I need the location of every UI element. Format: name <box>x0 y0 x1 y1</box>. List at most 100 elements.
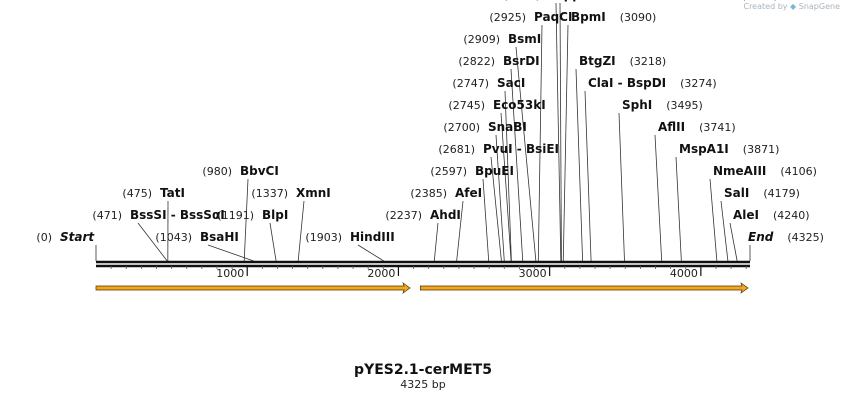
site-labels: (0) Start (1043) BsaHI (1903) HindIII (471) Bss… <box>36 0 824 244</box>
site-position: (3274) <box>680 77 717 90</box>
site-end[interactable]: End (4325) <box>748 230 824 244</box>
site-paqci[interactable]: (2925) PaqCI <box>489 10 572 24</box>
site-position: (2909) <box>463 33 500 46</box>
site-bbvci[interactable]: (980) BbvCI <box>202 164 278 178</box>
site-bsrdi[interactable]: (2822) BsrDI <box>458 54 539 68</box>
site-name: BlpI <box>262 208 288 222</box>
site-name: AfeI <box>455 186 482 200</box>
site-position: (2681) <box>438 143 475 156</box>
site-connector <box>618 112 625 262</box>
site-position: (4325) <box>787 231 824 244</box>
site-alei[interactable]: AleI (4240) <box>733 208 810 222</box>
site-ahdi[interactable]: (2237) AhdI <box>385 208 460 222</box>
site-name: BpmI <box>571 10 606 24</box>
credit-prefix: Created by <box>743 2 788 11</box>
site-name: Eco53kI <box>493 98 546 112</box>
site-name: SacI <box>497 76 525 90</box>
site-connector <box>510 68 524 262</box>
site-position: (980) <box>202 165 232 178</box>
features <box>95 282 749 294</box>
site-connector <box>207 244 254 262</box>
site-position: (2747) <box>452 77 489 90</box>
site-bsssi-bsss-i[interactable]: (471) BssSI - BssSαI <box>92 208 224 222</box>
site-connector <box>495 134 505 262</box>
site-position: (3078) <box>741 0 778 2</box>
site-hindiii[interactable]: (1903) HindIII <box>305 230 394 244</box>
site-afei[interactable]: (2385) AfeI <box>410 186 482 200</box>
site-saci[interactable]: (2747) SacI <box>452 76 525 90</box>
credit-brand: SnapGene <box>798 2 840 11</box>
ruler-ticks: 1000 2000 3000 4000 <box>110 266 747 280</box>
site-name: Start <box>60 230 95 244</box>
feature-2[interactable] <box>420 282 749 294</box>
snapgene-credit: Created by ◆ SnapGene <box>743 2 840 11</box>
site-lines <box>95 2 751 262</box>
site-bsahi[interactable]: (1043) BsaHI <box>155 230 238 244</box>
site-btgzi[interactable]: BtgZI (3218) <box>579 54 666 68</box>
site-position: (2385) <box>410 187 447 200</box>
site-name: BsmI <box>508 32 541 46</box>
feature-1-arrow <box>95 282 411 294</box>
site-name: SalI <box>724 186 749 200</box>
site-name: BssSI - BssSαI <box>130 208 225 222</box>
site-name: BsrDI <box>503 54 540 68</box>
site-name: AflII <box>658 120 685 134</box>
site-eco53ki[interactable]: (2745) Eco53kI <box>448 98 545 112</box>
site-name: BsaHI <box>200 230 239 244</box>
site-position: (475) <box>122 187 152 200</box>
site-connector <box>269 222 277 262</box>
site-name: PvuI - BsiEI <box>483 142 559 156</box>
site-bpuei[interactable]: (2597) BpuEI <box>430 164 514 178</box>
site-mspa1i[interactable]: MspA1I (3871) <box>679 142 779 156</box>
site-name: BtgZI <box>579 54 616 68</box>
site-xmni[interactable]: (1337) XmnI <box>251 186 330 200</box>
backbone <box>96 260 750 268</box>
site-name: NmeAIII <box>713 164 766 178</box>
site-bsmi[interactable]: (2909) BsmI <box>463 32 541 46</box>
site-name: BbvCI <box>240 164 279 178</box>
site-position: (4240) <box>773 209 810 222</box>
plasmid-length: 4325 bp <box>400 378 445 391</box>
site-pspomi-ecoo109i[interactable]: (3074) PspOMI - EcoO109I <box>503 0 675 2</box>
site-position: (2925) <box>489 11 526 24</box>
site-name: AleI <box>733 208 759 222</box>
site-clai-bspdi[interactable]: ClaI - BspDI (3274) <box>588 76 717 90</box>
site-position: (1337) <box>251 187 288 200</box>
site-position: (1903) <box>305 231 342 244</box>
site-connector <box>555 2 562 262</box>
site-name: End <box>748 230 774 244</box>
site-aflii[interactable]: AflII (3741) <box>658 120 736 134</box>
site-position: (3090) <box>620 11 657 24</box>
site-sphi[interactable]: SphI (3495) <box>622 98 703 112</box>
site-connector <box>559 2 562 262</box>
site-tati[interactable]: (475) TatI <box>122 186 185 200</box>
site-start[interactable]: (0) Start <box>36 230 95 244</box>
site-position: (0) <box>36 231 52 244</box>
site-connector <box>709 178 718 262</box>
site-name: TatI <box>160 186 185 200</box>
site-connector <box>500 112 512 262</box>
site-connector <box>243 178 249 262</box>
site-position: (2700) <box>443 121 480 134</box>
site-position: (2597) <box>430 165 467 178</box>
site-pvui-bsiei[interactable]: (2681) PvuI - BsiEI <box>438 142 559 156</box>
site-apai-baegi-bme1580i[interactable]: ApaI - BaeGI - Bme1580I (3078) <box>563 0 778 2</box>
site-position: (2822) <box>458 55 495 68</box>
site-sali[interactable]: SalI (4179) <box>724 186 800 200</box>
site-position: (471) <box>92 209 122 222</box>
feature-1[interactable] <box>95 282 411 294</box>
site-connector <box>137 222 168 262</box>
site-name: MspA1I <box>679 142 729 156</box>
site-snabi[interactable]: (2700) SnaBI <box>443 120 526 134</box>
site-position: (3741) <box>699 121 736 134</box>
site-connector <box>720 200 729 262</box>
plasmid-name: pYES2.1-cerMET5 <box>354 362 492 378</box>
site-name: PaqCI <box>534 10 572 24</box>
site-blpi[interactable]: (1191) BlpI <box>217 208 288 222</box>
site-bpmi[interactable]: BpmI (3090) <box>571 10 656 24</box>
site-name: XmnI <box>296 186 331 200</box>
ruler-label-1000: 1000 <box>216 267 244 280</box>
site-connector <box>456 200 464 262</box>
site-nmeaiii[interactable]: NmeAIII (4106) <box>713 164 817 178</box>
